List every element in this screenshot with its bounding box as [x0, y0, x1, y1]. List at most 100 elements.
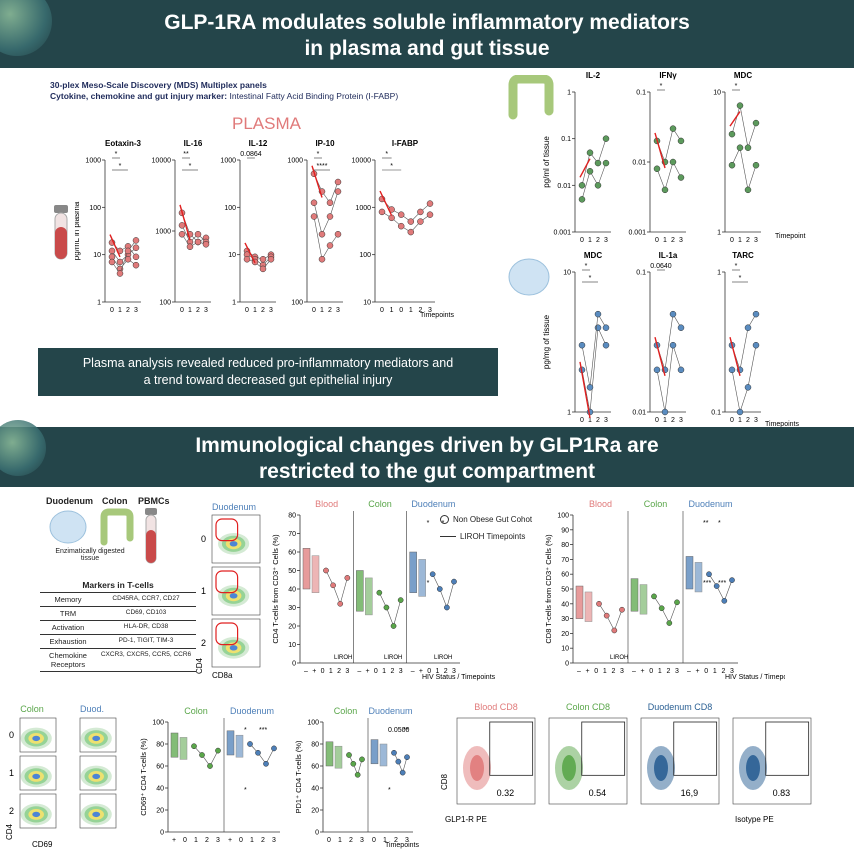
- x-tick-label: 0: [655, 417, 659, 424]
- gate-percentage: 0.83: [773, 788, 791, 798]
- significance-label: *: [119, 163, 122, 170]
- x-tick-label: 3: [604, 237, 608, 244]
- data-point: [337, 600, 344, 607]
- x-tick-label: 3: [399, 668, 403, 675]
- x-tick-label: 1: [390, 307, 394, 314]
- y-tick-label: 100: [152, 720, 164, 727]
- density-contour: [32, 811, 41, 818]
- significance-label: *: [244, 727, 247, 734]
- x-tick-label: 3: [730, 668, 734, 675]
- blood-tube-icon: [54, 205, 68, 260]
- gate-percentage: 0.32: [497, 788, 515, 798]
- x-tick-label: 0: [327, 837, 331, 844]
- data-point: [417, 208, 424, 216]
- liroh-label: LIROH: [334, 655, 352, 661]
- cell-cloud-core: [470, 755, 484, 781]
- marker-name: Exhaustion: [49, 637, 87, 646]
- data-point: [594, 182, 602, 189]
- data-point: [397, 222, 405, 230]
- series-line: [313, 216, 339, 261]
- gate: [765, 721, 810, 776]
- data-point: [334, 188, 342, 195]
- data-point: [619, 606, 625, 613]
- y-tick-label: 10000: [152, 158, 172, 165]
- significance-label: *: [735, 263, 738, 270]
- y-tick-label: 0.001: [628, 230, 646, 237]
- series-line: [249, 743, 275, 765]
- series-line: [653, 596, 678, 624]
- x-tick-label: +: [228, 837, 232, 844]
- gate-label: 1: [201, 586, 206, 596]
- x-tick-label: 3: [405, 837, 409, 844]
- data-point: [736, 102, 744, 109]
- y-tick-label: 60: [288, 550, 296, 557]
- y-tick-label: 70: [288, 531, 296, 538]
- data-point: [407, 218, 415, 225]
- y-tick-label: 0: [292, 661, 296, 668]
- x-tick-label: 0: [580, 237, 584, 244]
- data-point: [744, 186, 752, 194]
- x-axis-label: Isotype PE: [735, 815, 774, 824]
- series-line: [731, 313, 757, 370]
- data-point: [346, 752, 352, 758]
- x-tick-label: 2: [746, 417, 750, 424]
- data-point: [728, 161, 736, 169]
- y-tick-label: 40: [288, 587, 296, 594]
- y-tick-label: 0: [565, 661, 569, 668]
- chart-title: I-FABP: [392, 139, 419, 148]
- y-axis-label: pg/mg of tissue: [542, 314, 551, 369]
- density-contour: [92, 735, 101, 742]
- y-tick-label: 1000: [85, 158, 101, 165]
- chart-title: TARC: [732, 251, 754, 260]
- box: [235, 734, 244, 758]
- data-point: [578, 341, 586, 349]
- data-point: [669, 341, 677, 349]
- data-point: [323, 567, 329, 574]
- data-point: [653, 165, 661, 173]
- marker-name: Memory: [54, 595, 82, 604]
- gate: [215, 518, 239, 542]
- data-point: [611, 627, 618, 634]
- x-tick-label: 3: [134, 307, 138, 314]
- y-axis-label: CD4: [5, 823, 14, 840]
- x-tick-label: 1: [253, 307, 257, 314]
- density-contour: [92, 773, 101, 780]
- flow-density: [20, 727, 52, 750]
- legend-non-obese: Non Obese Gut Cohot: [453, 515, 533, 524]
- data-point: [752, 341, 760, 349]
- y-tick-label: 1000: [287, 158, 303, 165]
- banner-2-line-1: Immunological changes driven by GLP1Ra a…: [195, 434, 659, 457]
- x-tick-label: 2: [596, 417, 600, 424]
- x-tick-label: –: [687, 668, 691, 675]
- data-point: [397, 597, 404, 603]
- cell-cloud-core: [562, 755, 576, 781]
- timepoints-label: Timepoints: [385, 842, 419, 849]
- data-point: [132, 253, 140, 261]
- y-axis-label: pg/ml of tissue: [542, 136, 551, 188]
- data-point: [594, 310, 602, 318]
- data-point: [194, 238, 202, 246]
- x-tick-label: 0: [649, 668, 653, 675]
- series-line: [348, 754, 363, 776]
- x-tick-label: 2: [746, 237, 750, 244]
- group-label: Duodenum: [411, 499, 455, 509]
- y-tick-label: 0: [160, 830, 164, 837]
- significance-label: *: [739, 275, 742, 282]
- marker-row: Memory CD45RA, CCR7, CD27: [40, 593, 196, 607]
- chart-title: IL-12: [249, 139, 268, 148]
- box: [409, 551, 417, 593]
- data-point: [326, 213, 334, 220]
- x-axis-label: CD69: [32, 840, 53, 849]
- x-tick-label: 2: [666, 668, 670, 675]
- box: [302, 548, 311, 590]
- x-tick-label: –: [411, 668, 415, 675]
- series-line: [193, 745, 219, 767]
- colon-label: Colon: [102, 496, 128, 506]
- flow-cd69-plots: Colon Duod. 0 1 2 CD4 CD69: [5, 704, 117, 849]
- x-tick-label: 1: [588, 417, 592, 424]
- series-line: [581, 313, 607, 388]
- y-tick-label: 0.01: [557, 183, 571, 190]
- virus-icon: [0, 420, 46, 476]
